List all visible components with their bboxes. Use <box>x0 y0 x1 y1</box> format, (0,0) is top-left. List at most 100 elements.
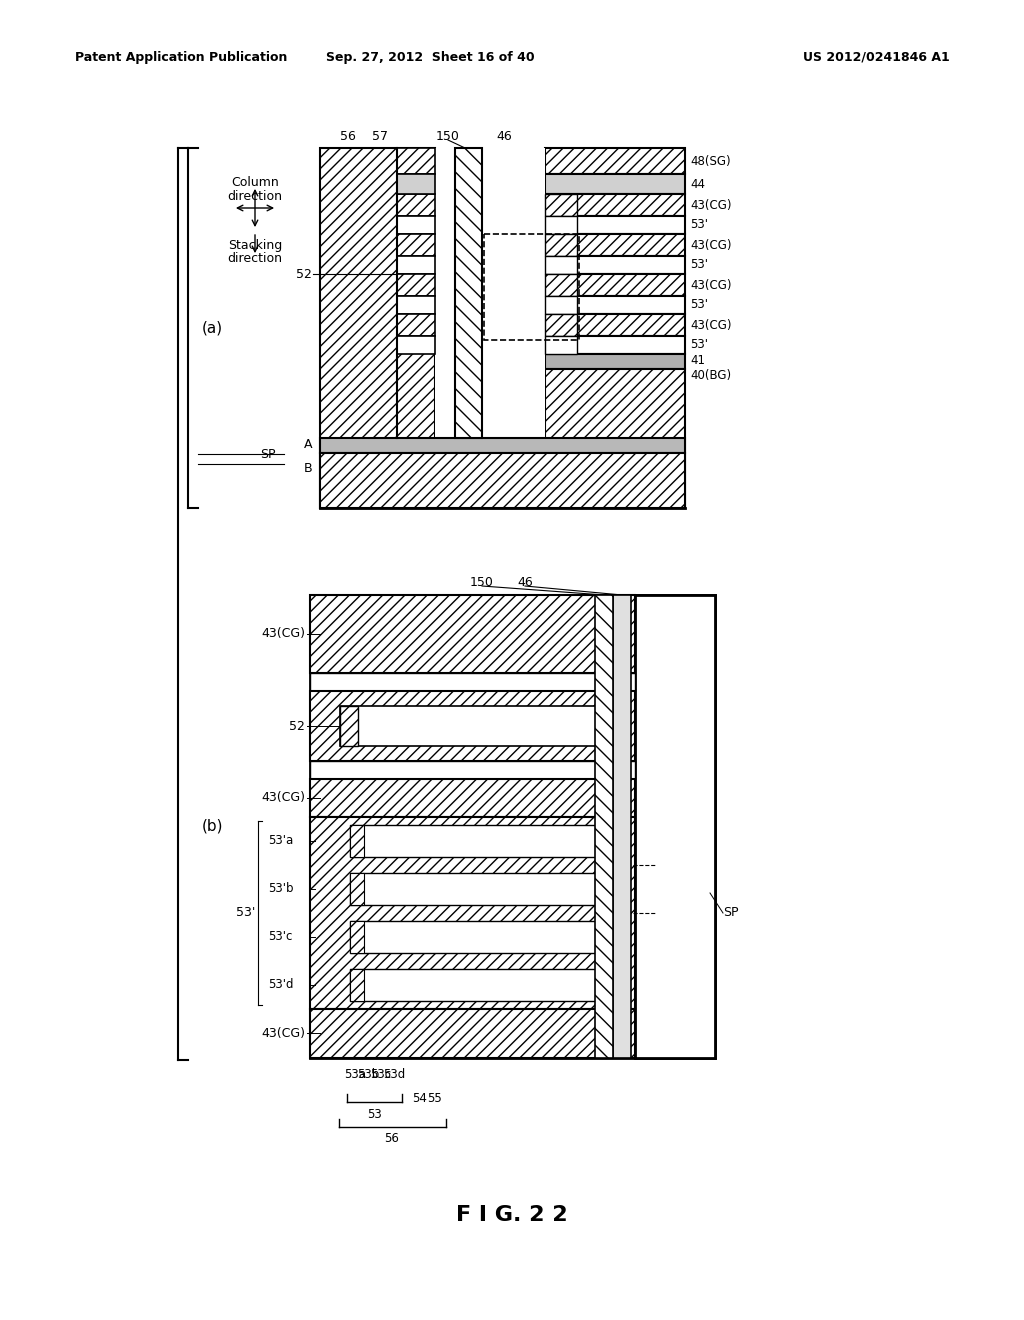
Text: 53'a: 53'a <box>268 834 293 847</box>
Text: 52: 52 <box>289 719 305 733</box>
Text: 43(CG): 43(CG) <box>690 279 731 292</box>
Bar <box>545 275 577 296</box>
Text: B: B <box>303 462 312 474</box>
Bar <box>310 673 635 690</box>
Text: 40(BG): 40(BG) <box>690 370 731 383</box>
Text: 57: 57 <box>372 129 388 143</box>
Bar <box>340 706 358 746</box>
Bar <box>545 194 685 216</box>
Text: SP: SP <box>260 447 276 461</box>
Bar <box>545 234 577 256</box>
Text: SP: SP <box>723 907 738 920</box>
Text: 53: 53 <box>367 1107 381 1121</box>
Text: Sep. 27, 2012  Sheet 16 of 40: Sep. 27, 2012 Sheet 16 of 40 <box>326 50 535 63</box>
Bar <box>310 762 635 779</box>
Text: 53': 53' <box>236 907 255 920</box>
Bar <box>397 194 435 216</box>
Bar <box>545 275 685 296</box>
Text: 150: 150 <box>436 129 460 143</box>
Text: 53': 53' <box>690 219 708 231</box>
Bar <box>545 337 577 354</box>
Text: 53c: 53c <box>371 1068 391 1081</box>
Bar <box>545 354 685 370</box>
Text: 46: 46 <box>517 576 532 589</box>
Bar <box>545 370 685 508</box>
Bar <box>545 148 685 174</box>
Bar <box>545 216 685 234</box>
Bar <box>435 148 545 438</box>
Bar <box>350 825 615 857</box>
Text: 53a: 53a <box>344 1068 366 1081</box>
Bar <box>310 1008 635 1059</box>
Bar <box>350 969 615 1001</box>
Text: 53'b: 53'b <box>268 883 294 895</box>
Text: 54: 54 <box>413 1093 427 1106</box>
Text: 53': 53' <box>690 298 708 312</box>
Text: 56: 56 <box>340 129 356 143</box>
Text: 53': 53' <box>690 338 708 351</box>
Text: 52: 52 <box>296 268 312 281</box>
Bar <box>397 296 435 314</box>
Bar <box>350 825 364 857</box>
Bar <box>350 873 615 906</box>
Bar <box>310 779 635 817</box>
Text: (b): (b) <box>202 818 223 833</box>
Bar <box>397 256 435 275</box>
Bar <box>310 817 635 1008</box>
Text: 53b: 53b <box>357 1068 379 1081</box>
Bar <box>319 438 685 453</box>
Bar <box>545 194 577 216</box>
Bar <box>397 174 435 194</box>
Bar <box>545 296 685 314</box>
Text: F I G. 2 2: F I G. 2 2 <box>456 1205 568 1225</box>
Text: 43(CG): 43(CG) <box>690 318 731 331</box>
Text: 150: 150 <box>470 576 494 589</box>
Text: Stacking: Stacking <box>228 239 283 252</box>
Bar <box>613 595 631 1059</box>
Text: 43(CG): 43(CG) <box>690 198 731 211</box>
Text: 53': 53' <box>690 259 708 272</box>
Text: direction: direction <box>227 190 283 202</box>
Text: 46: 46 <box>496 129 512 143</box>
Bar <box>350 969 364 1001</box>
Text: 43(CG): 43(CG) <box>261 792 305 804</box>
Text: 56: 56 <box>385 1133 399 1146</box>
Text: 53'd: 53'd <box>268 978 294 991</box>
Bar <box>397 148 435 174</box>
Bar <box>545 296 577 314</box>
Bar <box>545 314 685 337</box>
Text: 53'c: 53'c <box>268 931 293 944</box>
Bar <box>397 275 435 296</box>
Text: US 2012/0241846 A1: US 2012/0241846 A1 <box>803 50 950 63</box>
Text: A: A <box>303 438 312 451</box>
Bar <box>397 337 435 354</box>
Bar <box>545 174 685 194</box>
Bar <box>545 314 577 337</box>
Bar <box>319 453 685 508</box>
Bar <box>350 921 615 953</box>
Text: direction: direction <box>227 252 283 265</box>
Bar <box>397 234 435 256</box>
Text: Patent Application Publication: Patent Application Publication <box>75 50 288 63</box>
Text: (a): (a) <box>202 321 223 335</box>
Bar <box>340 706 605 746</box>
Text: 48(SG): 48(SG) <box>690 154 731 168</box>
Bar <box>455 148 482 438</box>
Bar <box>310 690 635 762</box>
Text: 53d: 53d <box>383 1068 406 1081</box>
Text: 55: 55 <box>427 1093 441 1106</box>
Bar <box>310 595 715 1059</box>
Bar <box>545 256 685 275</box>
Bar <box>545 216 577 234</box>
Bar <box>635 595 715 1059</box>
Bar <box>350 921 364 953</box>
Text: 43(CG): 43(CG) <box>261 1027 305 1040</box>
Text: 43(CG): 43(CG) <box>261 627 305 640</box>
Bar <box>484 234 579 341</box>
Bar <box>319 148 435 508</box>
Bar <box>545 337 685 354</box>
Bar <box>595 595 613 1059</box>
Bar <box>310 595 635 673</box>
Bar <box>545 234 685 256</box>
Bar <box>545 256 577 275</box>
